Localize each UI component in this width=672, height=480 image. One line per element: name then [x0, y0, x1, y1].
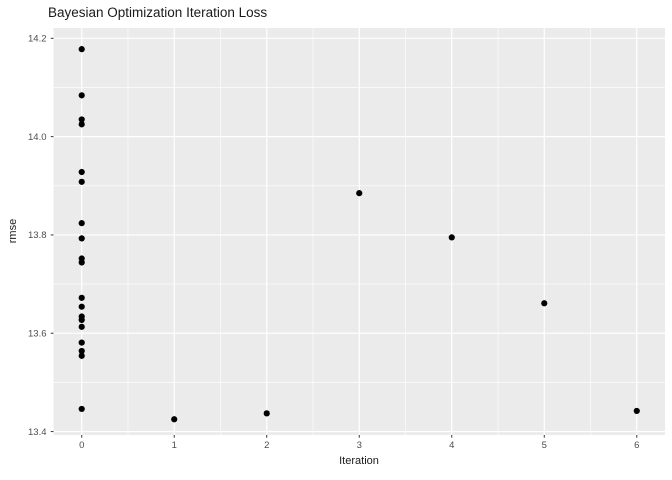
data-point — [78, 168, 85, 176]
x-tick-label: 4 — [449, 440, 454, 451]
data-point — [78, 116, 85, 123]
x-tick-label: 0 — [79, 440, 84, 451]
x-tick-label: 6 — [634, 440, 639, 451]
data-point — [78, 92, 85, 99]
data-point — [78, 352, 85, 359]
chart-title: Bayesian Optimization Iteration Loss — [48, 5, 268, 20]
data-point — [78, 46, 85, 53]
data-point — [541, 300, 548, 307]
data-point — [78, 235, 85, 242]
x-tick-label: 5 — [542, 440, 547, 451]
x-tick-label: 2 — [264, 440, 269, 451]
data-point — [78, 220, 85, 227]
data-point — [633, 407, 640, 415]
data-point — [448, 234, 455, 241]
x-axis-title: Iteration — [339, 455, 379, 467]
data-point — [78, 303, 85, 310]
y-tick-label: 13.8 — [28, 230, 47, 241]
y-tick-label: 14.2 — [28, 34, 47, 45]
data-point — [171, 416, 178, 423]
data-point — [78, 405, 85, 413]
data-point — [78, 294, 85, 301]
data-point — [78, 316, 85, 324]
y-tick-label: 14.0 — [28, 132, 47, 143]
data-point — [78, 347, 85, 355]
x-tick-label: 1 — [172, 440, 177, 451]
data-point — [78, 339, 85, 346]
data-point — [78, 323, 85, 330]
data-point — [263, 410, 270, 417]
data-point — [78, 259, 85, 266]
data-point — [78, 121, 85, 128]
y-tick-label: 13.6 — [28, 328, 47, 339]
data-point — [356, 190, 363, 197]
x-tick-label: 3 — [357, 440, 362, 451]
data-point — [78, 178, 85, 185]
y-tick-label: 13.4 — [28, 427, 47, 438]
